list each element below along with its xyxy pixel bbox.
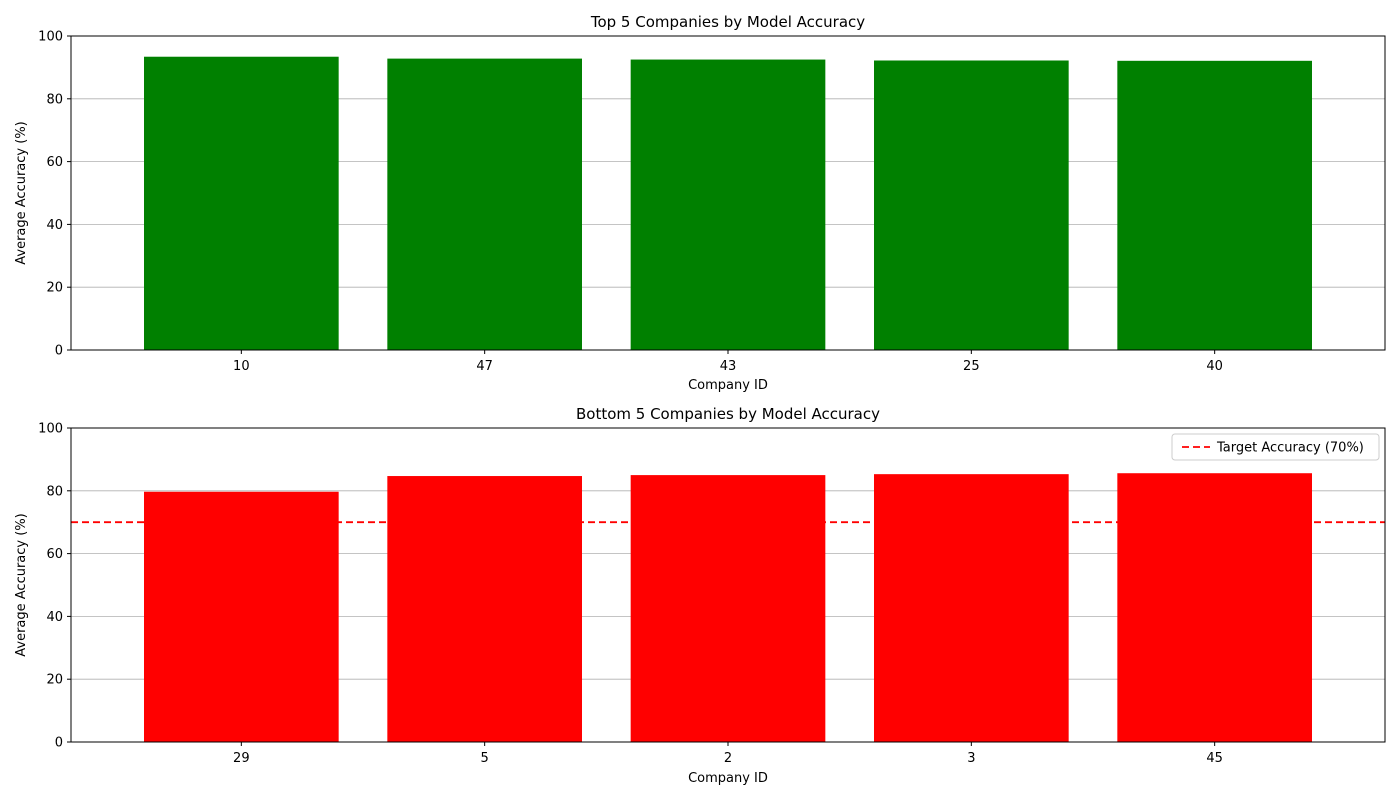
plot-frame [70,35,1386,351]
y-axis-ticks: 0 20 40 60 80 100 [38,30,71,359]
x-tick-label: 10 [233,359,250,374]
bottom-companies-chart: Bottom 5 Companies by Model Accuracy 020… [14,405,1386,786]
y-tick-label: 100 [38,30,63,45]
plot-frame [70,427,1386,743]
y-tick-label: 100 [38,422,63,437]
y-tick-label: 0 [55,344,63,359]
x-axis-ticks: 10 47 43 25 40 [233,350,1223,374]
bar-5 [387,476,582,742]
x-tick-label: 5 [481,751,489,766]
y-axis-label: Average Accuracy (%) [14,121,29,265]
x-axis-label: Company ID [688,378,768,393]
x-tick-label: 40 [1206,359,1223,374]
legend-label: Target Accuracy (70%) [1216,441,1364,456]
x-tick-label: 2 [724,751,732,766]
x-tick-label: 45 [1206,751,1223,766]
bar-3 [874,474,1069,742]
bar-10 [144,56,339,350]
y-tick-label: 60 [46,547,63,562]
bars [144,56,1312,351]
bar-43 [630,59,826,351]
legend-box [1171,433,1380,461]
x-tick-label: 29 [233,751,250,766]
x-tick-label: 3 [967,751,975,766]
y-tick-label: 80 [46,92,63,107]
bars [144,473,1312,742]
x-tick-label: 43 [720,359,737,374]
legend: Target Accuracy (70%) [1171,433,1380,461]
y-tick-label: 20 [46,281,63,296]
y-tick-label: 60 [46,155,63,170]
y-tick-label: 40 [46,610,63,625]
y-axis-label: Average Accuracy (%) [14,513,29,657]
chart-title: Bottom 5 Companies by Model Accuracy [576,405,880,423]
top-companies-chart: Top 5 Companies by Model Accuracy 0 20 40 6… [14,13,1386,393]
x-axis-ticks: 29 5 2 3 45 [233,742,1223,766]
y-tick-label: 80 [46,484,63,499]
bar-47 [387,58,582,350]
chart-title: Top 5 Companies by Model Accuracy [590,13,865,31]
bar-40 [1117,60,1312,350]
y-tick-label: 0 [55,736,63,751]
bar-45 [1117,473,1312,742]
bar-25 [874,60,1069,350]
y-tick-label: 20 [46,673,63,688]
y-tick-label: 40 [46,218,63,233]
bar-2 [630,475,826,742]
bar-29 [144,491,339,742]
x-tick-label: 25 [963,359,980,374]
x-tick-label: 47 [476,359,493,374]
x-axis-label: Company ID [688,771,768,786]
y-axis-ticks: 0 20 40 60 80 100 [38,422,71,751]
